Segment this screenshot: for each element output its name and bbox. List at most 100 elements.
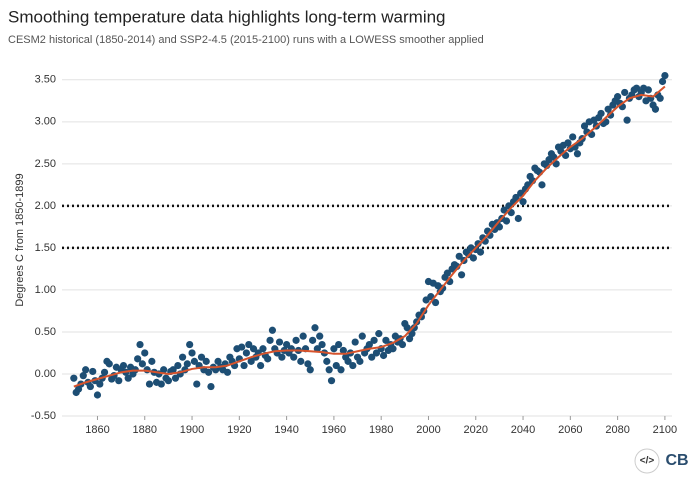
data-point: [455, 252, 463, 260]
data-point: [398, 340, 407, 349]
data-point: [651, 105, 660, 113]
data-point: [190, 357, 199, 365]
data-point: [372, 349, 381, 357]
data-point: [79, 372, 87, 380]
data-point: [658, 77, 667, 86]
source-logo: CB: [665, 452, 688, 469]
y-tick-label: 2.00: [35, 200, 56, 212]
y-tick-label: 2.50: [35, 158, 56, 170]
data-point: [186, 340, 194, 349]
data-point: [283, 340, 291, 349]
data-point: [335, 340, 343, 349]
data-point: [278, 353, 286, 361]
data-point: [337, 366, 345, 374]
data-point: [275, 338, 284, 346]
data-point: [86, 382, 94, 391]
data-point: [356, 357, 364, 365]
data-point: [304, 360, 312, 368]
data-point: [500, 206, 508, 214]
data-point: [259, 345, 267, 353]
data-point: [119, 361, 128, 370]
x-tick-label: 2060: [558, 424, 582, 436]
data-point: [138, 360, 146, 368]
data-point: [621, 88, 629, 97]
data-point: [316, 332, 324, 340]
data-point: [309, 336, 317, 344]
data-point: [242, 349, 251, 357]
data-point: [124, 374, 132, 382]
chart-subtitle: CESM2 historical (1850-2014) and SSP2-4.…: [8, 34, 484, 46]
data-point: [443, 269, 451, 277]
data-point: [202, 357, 210, 365]
y-tick-label: 3.50: [35, 74, 56, 86]
y-axis-label: Degrees C from 1850-1899: [14, 173, 26, 306]
data-point: [223, 368, 232, 376]
data-point: [299, 332, 307, 340]
data-point: [188, 349, 196, 357]
x-tick-label: 2000: [416, 424, 440, 436]
data-point: [193, 380, 201, 388]
x-tick-label: 1900: [180, 424, 204, 436]
data-point: [204, 368, 213, 376]
data-point: [183, 360, 191, 368]
data-point: [327, 377, 336, 385]
data-point: [597, 109, 605, 118]
data-point: [207, 382, 215, 391]
data-point: [349, 361, 357, 370]
data-point: [164, 377, 172, 385]
data-point: [410, 324, 418, 332]
data-point: [171, 374, 180, 382]
y-tick-label: 1.50: [35, 242, 56, 254]
y-tick-label: 0.50: [35, 326, 56, 338]
data-point: [169, 366, 177, 374]
data-point: [604, 105, 612, 113]
data-point: [306, 366, 314, 374]
data-point: [365, 340, 373, 349]
data-point: [313, 345, 321, 353]
y-tick-label: 0.00: [35, 368, 56, 380]
x-tick-label: 1920: [227, 424, 251, 436]
data-point: [375, 330, 383, 338]
data-point: [502, 217, 511, 225]
data-point: [264, 355, 272, 363]
x-tick-label: 2020: [464, 424, 488, 436]
data-point: [238, 343, 246, 351]
data-point: [174, 361, 182, 370]
data-point: [457, 271, 466, 279]
data-point: [623, 116, 631, 124]
data-point: [476, 248, 485, 256]
x-tick-label: 2040: [511, 424, 535, 436]
data-point: [249, 345, 258, 353]
data-point: [257, 361, 265, 370]
data-point: [160, 366, 168, 374]
data-point: [370, 336, 378, 344]
data-point: [344, 357, 352, 365]
data-point: [82, 366, 90, 374]
data-point: [323, 357, 331, 365]
data-point: [661, 72, 669, 80]
smoothed-line: [73, 85, 666, 388]
data-point: [297, 357, 305, 365]
data-point: [358, 332, 366, 340]
data-point: [330, 345, 338, 353]
data-point: [157, 380, 165, 388]
data-point: [564, 139, 572, 147]
data-point: [519, 198, 527, 206]
data-point: [290, 353, 298, 361]
data-point: [538, 181, 546, 189]
x-tick-label: 2100: [653, 424, 677, 436]
data-point: [89, 367, 97, 376]
x-tick-label: 2080: [605, 424, 629, 436]
data-point: [495, 223, 504, 231]
embed-icon-circle[interactable]: [634, 448, 660, 474]
data-point: [332, 361, 340, 370]
data-point: [311, 324, 319, 332]
embed-icon[interactable]: </>: [640, 456, 655, 467]
data-point: [382, 336, 390, 344]
data-point: [632, 84, 641, 92]
data-point: [569, 133, 577, 141]
data-point: [368, 353, 376, 361]
data-point: [197, 353, 206, 361]
data-point: [100, 368, 109, 376]
